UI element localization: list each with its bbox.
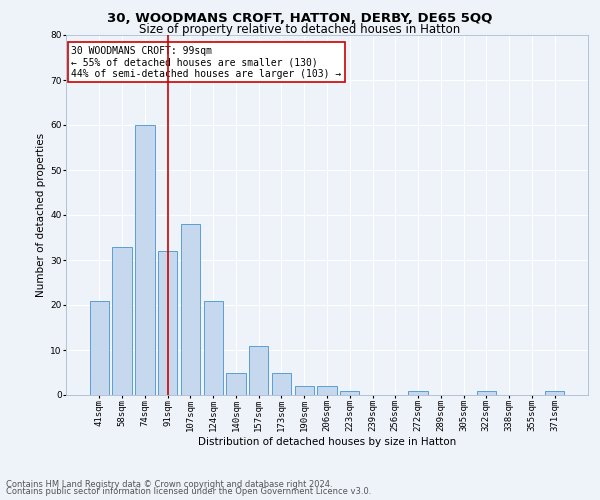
Bar [295, 386, 314, 395]
Bar [158, 251, 178, 395]
Text: 30, WOODMANS CROFT, HATTON, DERBY, DE65 5QQ: 30, WOODMANS CROFT, HATTON, DERBY, DE65 … [107, 12, 493, 26]
Text: Contains public sector information licensed under the Open Government Licence v3: Contains public sector information licen… [6, 487, 371, 496]
Bar [249, 346, 268, 395]
Y-axis label: Number of detached properties: Number of detached properties [36, 133, 46, 297]
X-axis label: Distribution of detached houses by size in Hatton: Distribution of detached houses by size … [198, 437, 456, 447]
Bar [409, 390, 428, 395]
Bar [90, 300, 109, 395]
Text: Size of property relative to detached houses in Hatton: Size of property relative to detached ho… [139, 22, 461, 36]
Bar [476, 390, 496, 395]
Bar [340, 390, 359, 395]
Bar [272, 372, 291, 395]
Text: 30 WOODMANS CROFT: 99sqm
← 55% of detached houses are smaller (130)
44% of semi-: 30 WOODMANS CROFT: 99sqm ← 55% of detach… [71, 46, 341, 79]
Bar [112, 246, 132, 395]
Bar [181, 224, 200, 395]
Bar [203, 300, 223, 395]
Bar [545, 390, 564, 395]
Bar [317, 386, 337, 395]
Bar [226, 372, 245, 395]
Bar [135, 125, 155, 395]
Text: Contains HM Land Registry data © Crown copyright and database right 2024.: Contains HM Land Registry data © Crown c… [6, 480, 332, 489]
